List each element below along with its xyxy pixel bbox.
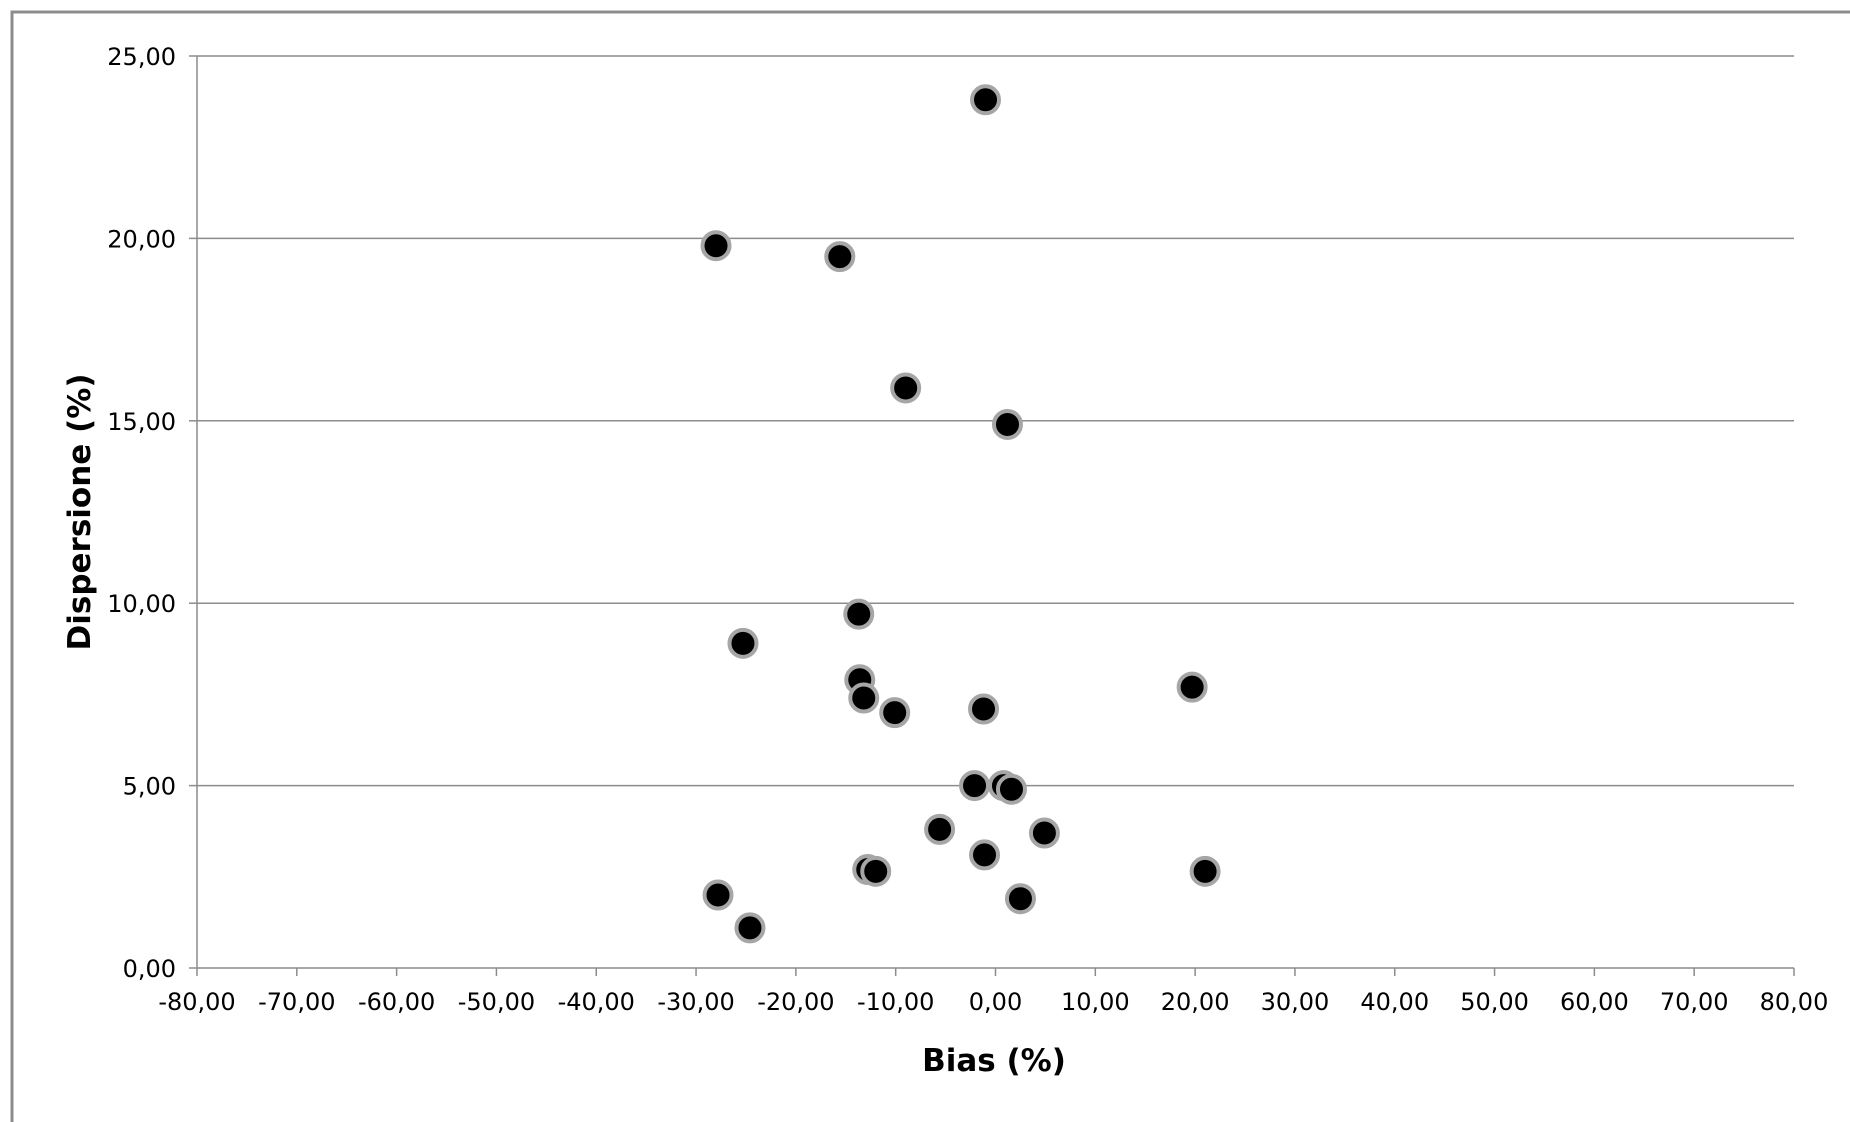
data-point — [727, 627, 759, 659]
x-tick-label: 50,00 — [1460, 988, 1529, 1016]
data-point — [700, 230, 732, 262]
x-tick-label: 70,00 — [1660, 988, 1729, 1016]
data-point — [1189, 855, 1221, 887]
data-point — [995, 773, 1027, 805]
x-tick-label: -80,00 — [158, 988, 235, 1016]
data-point — [734, 912, 766, 944]
chart-border — [10, 10, 1850, 1122]
y-tick-label: 5,00 — [123, 773, 176, 801]
axes — [189, 55, 1795, 976]
x-tick-label: 30,00 — [1261, 988, 1330, 1016]
y-tick-label: 15,00 — [107, 408, 176, 436]
data-point — [879, 697, 911, 729]
x-tick-label: 80,00 — [1760, 988, 1829, 1016]
data-point — [991, 408, 1023, 440]
x-tick-labels: -80,00 -70,00 -60,00 -50,00 -40,00 -30,00 -20,… — [158, 988, 1828, 1016]
data-point — [959, 770, 991, 802]
x-tick-label: 0,00 — [969, 988, 1022, 1016]
data-point — [890, 372, 922, 404]
x-tick-label: -70,00 — [258, 988, 335, 1016]
data-points — [700, 84, 1221, 944]
x-axis-title: Bias (%) — [922, 1043, 1066, 1079]
data-point — [924, 813, 956, 845]
data-point — [702, 879, 734, 911]
data-point — [969, 839, 1001, 871]
x-tick-label: -30,00 — [657, 988, 734, 1016]
y-tick-labels: 0,00 5,00 10,00 15,00 20,00 25,00 — [107, 43, 176, 983]
data-point — [824, 241, 856, 273]
y-axis-title: Dispersione (%) — [62, 374, 98, 651]
data-point — [1176, 671, 1208, 703]
x-tick-label: 20,00 — [1161, 988, 1230, 1016]
x-tick-label: -20,00 — [757, 988, 834, 1016]
x-tick-label: 60,00 — [1560, 988, 1629, 1016]
data-point — [860, 855, 892, 887]
x-tick-label: -40,00 — [558, 988, 635, 1016]
data-point — [848, 682, 880, 714]
data-point — [843, 598, 875, 630]
x-tick-label: -10,00 — [857, 988, 934, 1016]
x-tick-label: 40,00 — [1360, 988, 1429, 1016]
x-tick-label: -50,00 — [458, 988, 535, 1016]
x-tick-label: -60,00 — [358, 988, 435, 1016]
y-tick-label: 20,00 — [107, 225, 176, 253]
data-point — [1004, 883, 1036, 915]
y-tick-label: 25,00 — [107, 43, 176, 71]
data-point — [968, 693, 1000, 725]
x-tick-label: 10,00 — [1061, 988, 1130, 1016]
data-point — [1028, 817, 1060, 849]
data-point — [970, 84, 1002, 116]
y-tick-label: 0,00 — [123, 955, 176, 983]
y-tick-label: 10,00 — [107, 590, 176, 618]
